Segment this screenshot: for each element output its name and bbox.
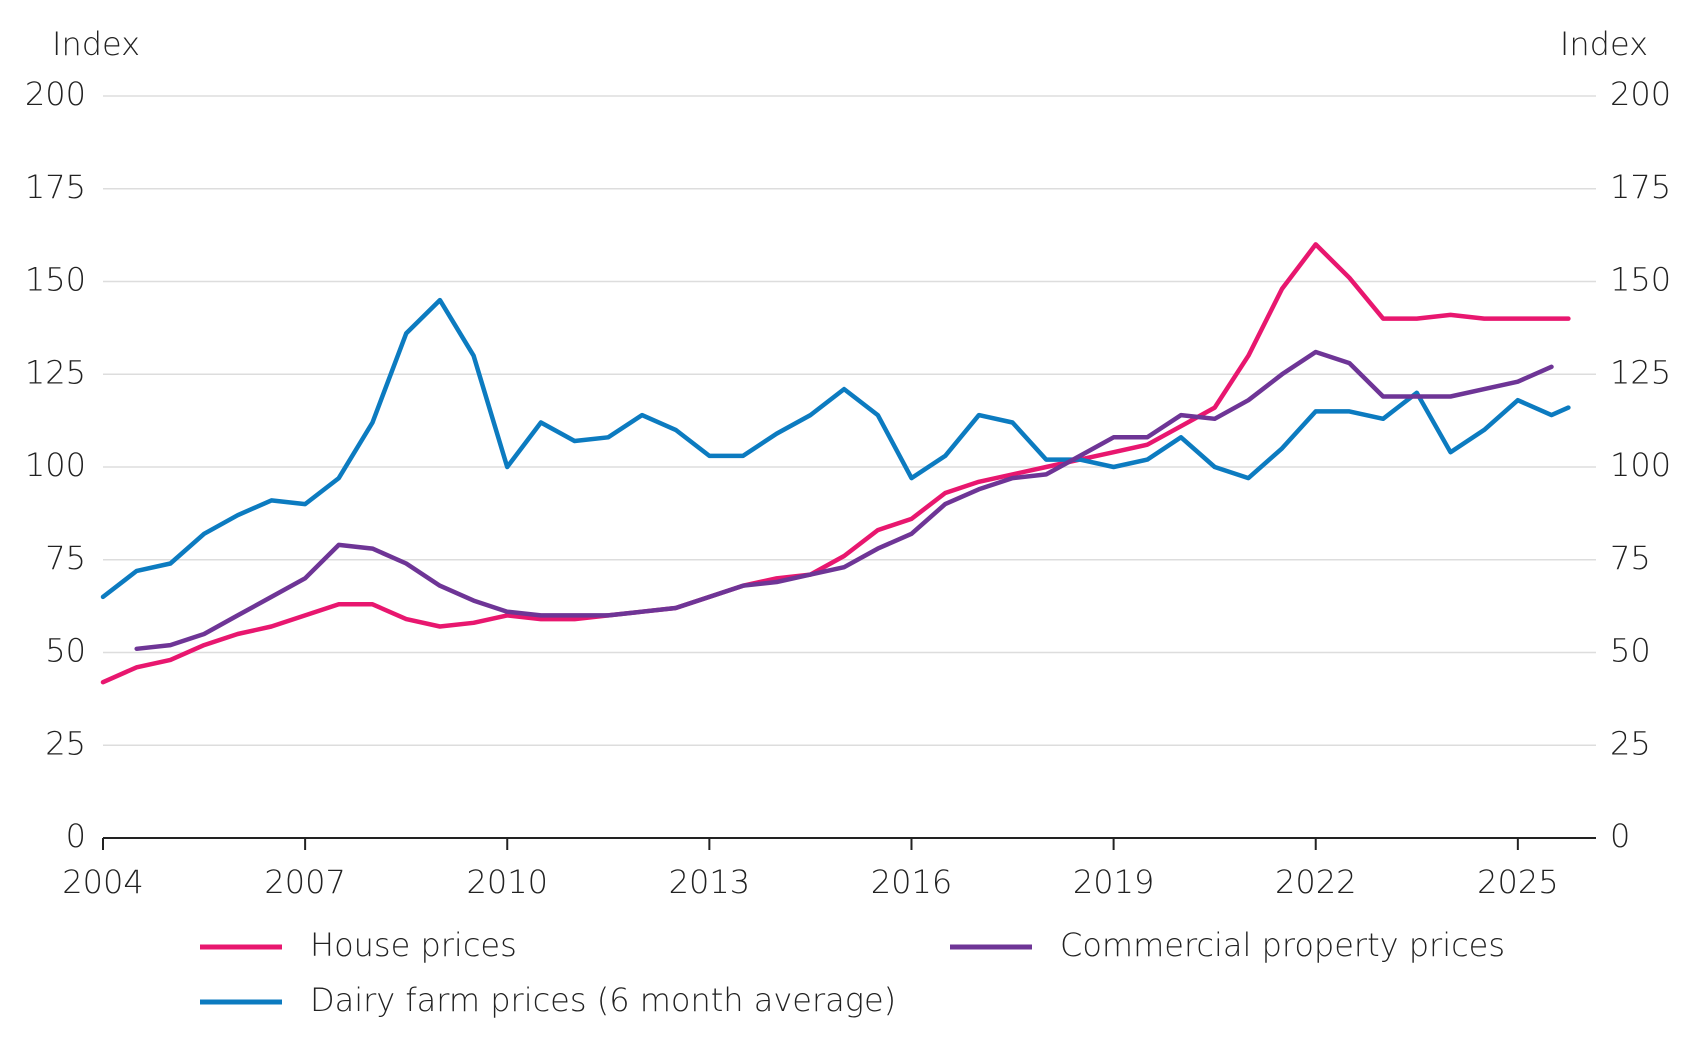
x-tick-label: 2013 bbox=[669, 863, 750, 901]
x-tick-label: 2004 bbox=[62, 863, 143, 901]
data-line bbox=[100, 242, 1571, 685]
y2-tick-label: 25 bbox=[1610, 724, 1651, 762]
y2-tick-label: 200 bbox=[1610, 75, 1671, 113]
x-tick-label: 2016 bbox=[871, 863, 952, 901]
x-tick-label: 2007 bbox=[264, 863, 345, 901]
y2-tick-label: 100 bbox=[1610, 446, 1671, 484]
y2-tick-label: 125 bbox=[1610, 353, 1671, 391]
y-tick-label: 150 bbox=[25, 261, 86, 299]
legend-label: Dairy farm prices (6 month average) bbox=[310, 981, 896, 1019]
y2-axis-label: Index bbox=[1560, 25, 1648, 63]
x-tick-label: 2019 bbox=[1073, 863, 1154, 901]
x-tick-label: 2025 bbox=[1477, 863, 1558, 901]
legend-label: House prices bbox=[310, 926, 517, 964]
y-tick-label: 50 bbox=[45, 632, 86, 670]
y2-tick-label: 175 bbox=[1610, 168, 1671, 206]
y2-tick-label: 50 bbox=[1610, 632, 1651, 670]
y-tick-label: 175 bbox=[25, 168, 86, 206]
y-axis-label: Index bbox=[52, 25, 140, 63]
data-line bbox=[100, 297, 1571, 600]
y-tick-label: 25 bbox=[45, 724, 86, 762]
y2-tick-label: 150 bbox=[1610, 261, 1671, 299]
y-tick-label: 125 bbox=[25, 353, 86, 391]
y-tick-label: 100 bbox=[25, 446, 86, 484]
y2-tick-label: 0 bbox=[1610, 817, 1630, 855]
y2-tick-label: 75 bbox=[1610, 539, 1651, 577]
data-line bbox=[134, 349, 1554, 652]
y-tick-label: 0 bbox=[66, 817, 86, 855]
y-tick-label: 75 bbox=[45, 539, 86, 577]
x-tick-label: 2010 bbox=[467, 863, 548, 901]
x-tick-label: 2022 bbox=[1275, 863, 1356, 901]
legend-label: Commercial property prices bbox=[1060, 926, 1505, 964]
y-tick-label: 200 bbox=[25, 75, 86, 113]
